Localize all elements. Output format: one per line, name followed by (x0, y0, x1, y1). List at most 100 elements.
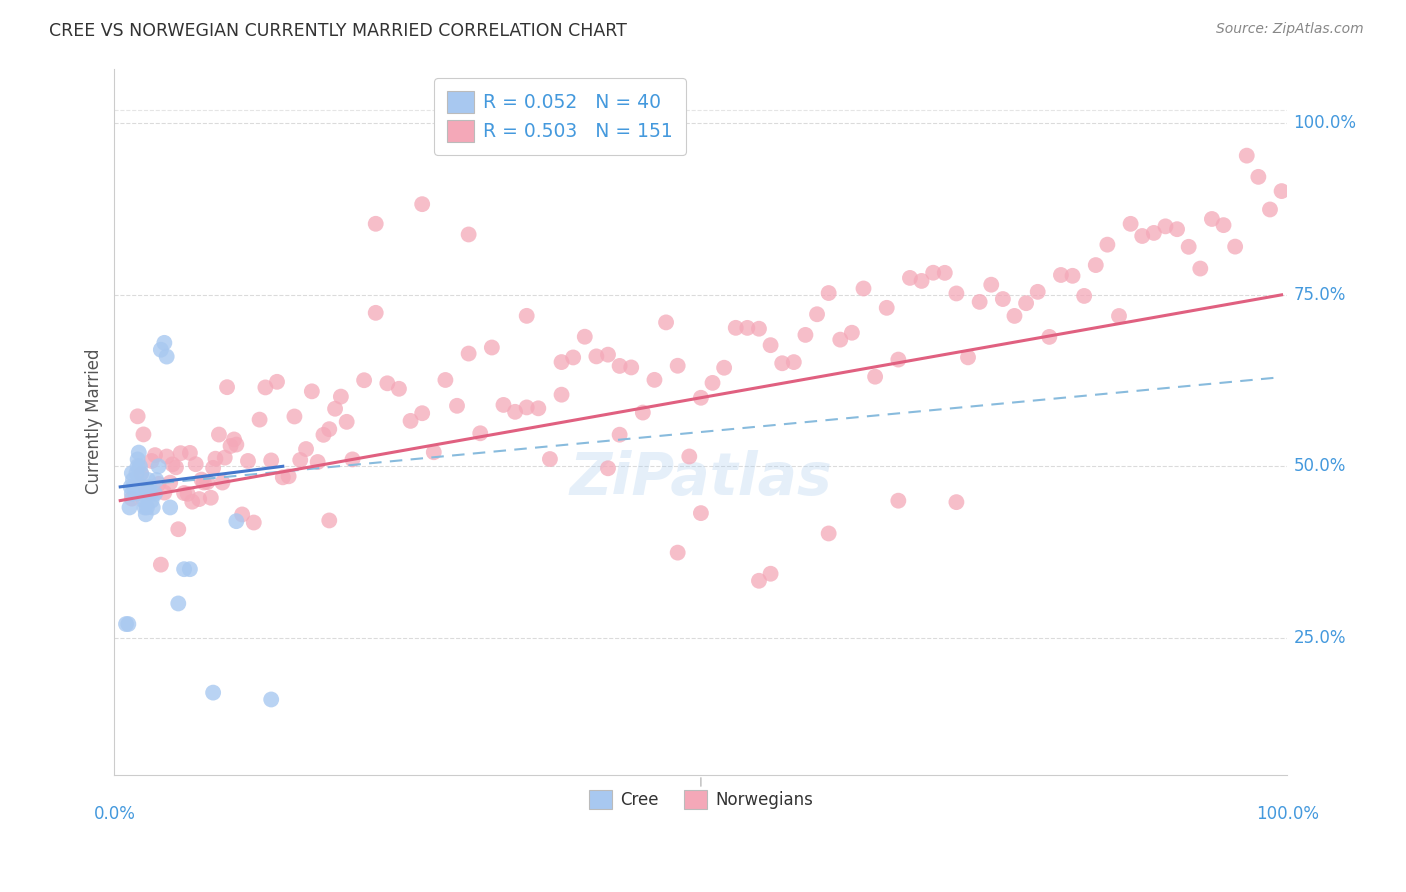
Point (127, 459, 149, 474)
Point (129, 466, 152, 480)
Point (388, 382, 411, 396)
Point (307, 455, 329, 469)
Point (283, 409, 305, 424)
Point (121, 487, 143, 501)
Point (139, 487, 162, 501)
Point (301, 384, 323, 399)
Y-axis label: Currently Married: Currently Married (86, 349, 103, 494)
Point (503, 405, 526, 419)
Point (1119, 217, 1142, 231)
Point (817, 286, 839, 301)
Point (1050, 268, 1073, 282)
Point (141, 454, 163, 468)
Point (1084, 258, 1107, 272)
Point (202, 460, 225, 475)
Point (1004, 309, 1026, 323)
Point (124, 487, 146, 501)
Point (225, 514, 247, 528)
Point (136, 487, 159, 501)
Point (411, 197, 433, 211)
Point (149, 558, 172, 572)
Point (219, 439, 242, 453)
Point (852, 281, 875, 295)
Point (748, 322, 770, 336)
Point (863, 369, 886, 384)
Point (609, 359, 631, 373)
Text: Source: ZipAtlas.com: Source: ZipAtlas.com (1216, 22, 1364, 37)
Point (129, 467, 152, 481)
Point (945, 495, 967, 509)
Point (138, 480, 160, 494)
Text: 100.0%: 100.0% (1256, 805, 1319, 823)
Point (260, 453, 283, 467)
Point (260, 692, 283, 706)
Point (249, 412, 271, 426)
Point (200, 491, 222, 505)
Point (1236, 148, 1258, 162)
Point (115, 617, 138, 632)
Point (770, 356, 793, 370)
Point (132, 493, 155, 508)
Point (148, 476, 170, 491)
Point (271, 470, 294, 484)
Point (132, 427, 155, 442)
Point (204, 451, 226, 466)
Point (713, 360, 735, 375)
Point (121, 491, 143, 506)
Point (173, 562, 195, 576)
Point (156, 350, 179, 364)
Point (329, 390, 352, 404)
Point (759, 566, 782, 581)
Point (678, 450, 700, 464)
Point (830, 333, 852, 347)
Point (125, 466, 148, 480)
Point (1130, 229, 1153, 244)
Point (724, 321, 747, 335)
Point (145, 473, 167, 487)
Point (1143, 226, 1166, 240)
Point (266, 375, 288, 389)
Point (702, 376, 724, 390)
Point (655, 315, 678, 329)
Point (136, 500, 159, 515)
Point (122, 480, 145, 494)
Point (1038, 330, 1060, 344)
Point (620, 360, 643, 375)
Point (153, 335, 176, 350)
Point (167, 522, 190, 536)
Legend: Cree, Norwegians: Cree, Norwegians (582, 783, 820, 816)
Point (806, 307, 828, 321)
Point (141, 493, 163, 508)
Point (159, 475, 181, 490)
Point (122, 473, 145, 487)
Point (538, 452, 561, 467)
Point (131, 487, 153, 501)
Point (910, 274, 932, 288)
Point (1223, 239, 1246, 253)
Point (457, 227, 479, 242)
Point (242, 516, 264, 530)
Point (748, 574, 770, 588)
Point (132, 480, 155, 494)
Point (1247, 169, 1270, 184)
Point (945, 286, 967, 301)
Point (277, 469, 299, 483)
Point (794, 327, 817, 342)
Point (156, 450, 179, 464)
Text: ZiPatlas: ZiPatlas (569, 450, 832, 507)
Point (120, 480, 142, 494)
Point (342, 452, 364, 467)
Point (173, 486, 195, 500)
Point (457, 346, 479, 360)
Point (446, 399, 468, 413)
Text: 100.0%: 100.0% (1294, 114, 1357, 132)
Point (290, 453, 312, 467)
Point (208, 427, 231, 442)
Point (117, 617, 139, 632)
Point (231, 508, 253, 522)
Point (1097, 237, 1119, 252)
Point (188, 492, 211, 507)
Point (1212, 218, 1234, 232)
Point (181, 494, 204, 508)
Point (516, 401, 538, 415)
